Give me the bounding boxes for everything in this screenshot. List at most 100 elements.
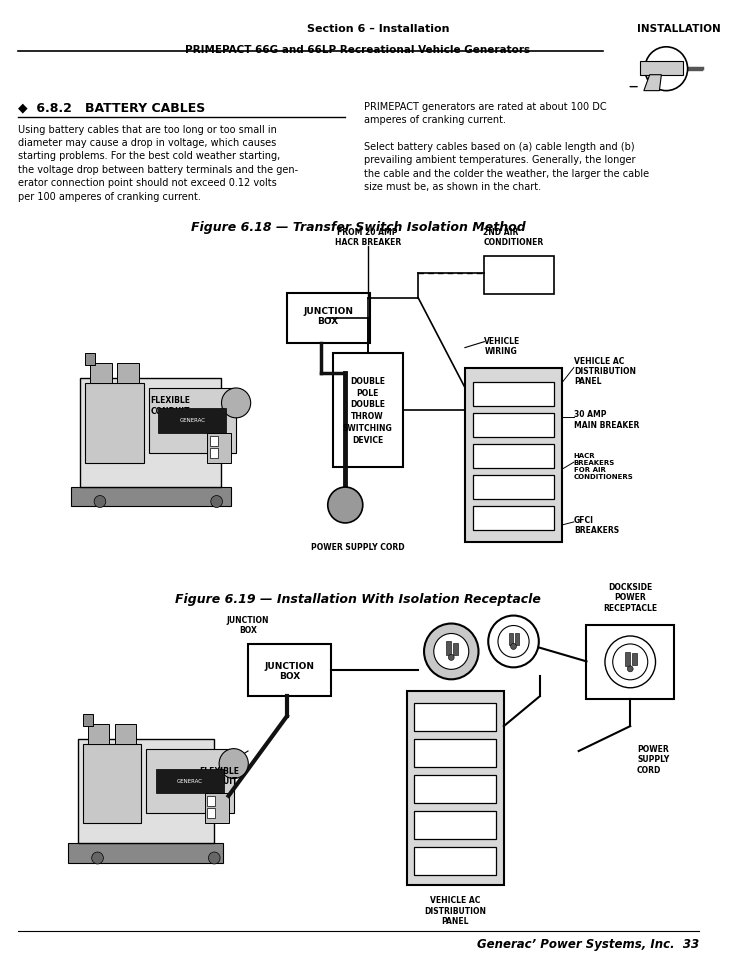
Circle shape — [488, 616, 539, 668]
Bar — [484, 256, 554, 294]
Text: JUNCTION
BOX: JUNCTION BOX — [303, 307, 353, 326]
Bar — [632, 653, 637, 665]
Circle shape — [448, 655, 454, 660]
Circle shape — [94, 496, 106, 508]
Bar — [205, 794, 229, 823]
Text: diameter may cause a drop in voltage, which causes: diameter may cause a drop in voltage, wh… — [18, 138, 276, 148]
Text: POWER
SUPPLY
CORD: POWER SUPPLY CORD — [637, 744, 669, 774]
Text: size must be, as shown in the chart.: size must be, as shown in the chart. — [364, 182, 541, 193]
Bar — [158, 409, 226, 434]
Bar — [414, 847, 496, 875]
Bar — [640, 62, 682, 75]
Circle shape — [209, 852, 220, 864]
Text: Generac’ Power Systems, Inc.  33: Generac’ Power Systems, Inc. 33 — [477, 938, 699, 950]
Text: Select battery cables based on (a) cable length and (b): Select battery cables based on (a) cable… — [364, 142, 635, 152]
Text: prevailing ambient temperatures. Generally, the longer: prevailing ambient temperatures. General… — [364, 155, 635, 165]
Text: GFCI
BREAKERS: GFCI BREAKERS — [574, 516, 619, 535]
Bar — [80, 378, 221, 487]
Bar — [71, 487, 231, 507]
Bar — [515, 634, 520, 646]
Bar — [85, 354, 95, 366]
Bar — [88, 724, 109, 744]
Bar — [248, 645, 331, 697]
Circle shape — [211, 496, 223, 508]
Text: the voltage drop between battery terminals and the gen-: the voltage drop between battery termina… — [18, 165, 298, 174]
Text: VEHICLE
WIRING: VEHICLE WIRING — [484, 336, 520, 355]
Text: Figure 6.18 — Transfer Switch Isolation Method: Figure 6.18 — Transfer Switch Isolation … — [191, 221, 525, 233]
Text: PRIMEPACT generators are rated at about 100 DC: PRIMEPACT generators are rated at about … — [364, 101, 607, 112]
Text: Section 6 – Installation: Section 6 – Installation — [307, 24, 450, 33]
Bar — [69, 843, 223, 863]
Bar — [472, 476, 554, 499]
Bar — [207, 797, 215, 806]
Bar — [210, 448, 217, 458]
Text: amperes of cranking current.: amperes of cranking current. — [364, 115, 506, 125]
Bar — [472, 506, 554, 530]
Bar — [210, 436, 217, 446]
Bar — [414, 740, 496, 767]
Bar — [453, 644, 458, 656]
Bar — [465, 368, 562, 542]
Text: the cable and the colder the weather, the larger the cable: the cable and the colder the weather, th… — [364, 169, 649, 178]
Text: FLEXIBLE
CONDUIT: FLEXIBLE CONDUIT — [150, 396, 190, 416]
Text: GENERAC: GENERAC — [177, 779, 203, 783]
Bar — [414, 811, 496, 839]
Bar — [78, 739, 214, 843]
Bar — [156, 769, 224, 794]
Text: GENERAC: GENERAC — [179, 418, 206, 423]
Text: ◆  6.8.2   BATTERY CABLES: ◆ 6.8.2 BATTERY CABLES — [18, 101, 205, 114]
Circle shape — [434, 634, 469, 670]
Text: VEHICLE AC
DISTRIBUTION
PANEL: VEHICLE AC DISTRIBUTION PANEL — [574, 356, 636, 386]
Bar — [146, 749, 234, 814]
Bar — [287, 294, 369, 343]
Bar — [472, 414, 554, 437]
Text: Using battery cables that are too long or too small in: Using battery cables that are too long o… — [18, 125, 276, 134]
Text: Figure 6.19 — Installation With Isolation Receptacle: Figure 6.19 — Installation With Isolatio… — [175, 592, 541, 605]
Text: INSTALLATION: INSTALLATION — [637, 24, 721, 33]
Circle shape — [605, 637, 655, 688]
Text: DOCKSIDE
POWER
RECEPTACLE: DOCKSIDE POWER RECEPTACLE — [603, 582, 657, 612]
Text: PRIMEPACT 66G and 66LP Recreational Vehicle Generators: PRIMEPACT 66G and 66LP Recreational Vehi… — [185, 45, 531, 54]
Text: starting problems. For the best cold weather starting,: starting problems. For the best cold wea… — [18, 152, 280, 161]
Text: erator connection point should not exceed 0.12 volts: erator connection point should not excee… — [18, 178, 276, 188]
Circle shape — [328, 488, 363, 523]
Bar — [207, 808, 215, 819]
Polygon shape — [644, 75, 661, 91]
Bar — [414, 775, 496, 803]
Text: VEHICLE AC
DISTRIBUTION
PANEL: VEHICLE AC DISTRIBUTION PANEL — [425, 896, 486, 925]
Bar — [509, 634, 512, 646]
Bar — [149, 389, 236, 454]
Circle shape — [612, 644, 648, 680]
Text: FLEXIBLE
CONDUIT: FLEXIBLE CONDUIT — [199, 766, 239, 785]
Bar — [587, 625, 674, 700]
Circle shape — [219, 749, 248, 779]
Bar — [472, 445, 554, 469]
Bar — [407, 692, 504, 885]
Text: DOUBLE
POLE
DOUBLE
THROW
SWITCHING
DEVICE: DOUBLE POLE DOUBLE THROW SWITCHING DEVIC… — [343, 376, 393, 444]
Bar — [414, 703, 496, 731]
Text: HACR
BREAKERS
FOR AIR
CONDITIONERS: HACR BREAKERS FOR AIR CONDITIONERS — [574, 453, 634, 479]
Bar — [85, 383, 144, 463]
Text: 30 AMP
MAIN BREAKER: 30 AMP MAIN BREAKER — [574, 410, 639, 429]
Bar — [83, 744, 142, 823]
Text: 2ND AIR
CONDITIONER: 2ND AIR CONDITIONER — [483, 228, 544, 247]
Circle shape — [222, 389, 251, 418]
Text: POWER SUPPLY CORD: POWER SUPPLY CORD — [311, 542, 405, 551]
Circle shape — [498, 626, 529, 658]
Bar — [115, 724, 136, 744]
Bar — [90, 364, 111, 383]
Bar — [332, 354, 402, 468]
Circle shape — [627, 666, 633, 672]
Circle shape — [91, 852, 103, 864]
Bar — [83, 714, 93, 726]
Text: JUNCTION
BOX: JUNCTION BOX — [265, 661, 315, 680]
Bar — [117, 364, 139, 383]
Text: JUNCTION
BOX: JUNCTION BOX — [227, 616, 269, 635]
Text: FROM 20 AMP
HACR BREAKER: FROM 20 AMP HACR BREAKER — [335, 228, 401, 247]
Text: per 100 amperes of cranking current.: per 100 amperes of cranking current. — [18, 192, 200, 201]
Circle shape — [424, 624, 478, 679]
Bar — [207, 434, 231, 463]
Bar — [472, 383, 554, 407]
Bar — [447, 641, 451, 656]
Bar — [626, 652, 630, 666]
